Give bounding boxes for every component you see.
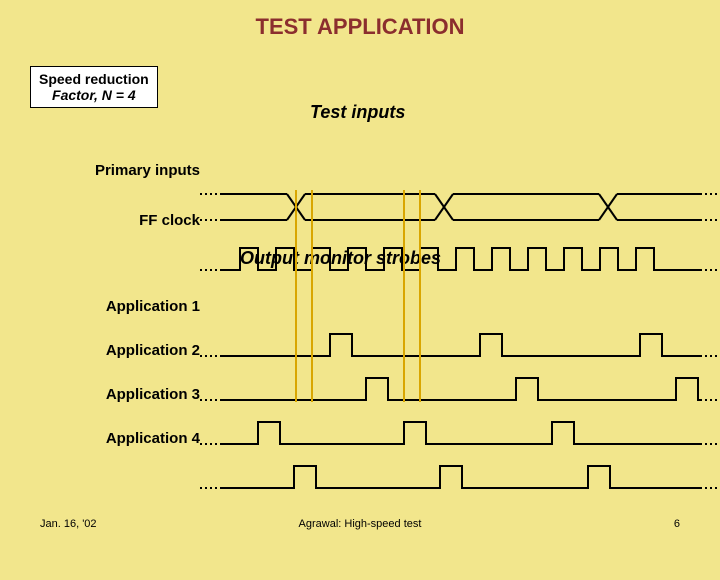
page-title: TEST APPLICATION — [0, 0, 720, 40]
footer-page-number: 6 — [674, 518, 680, 530]
timing-diagram — [0, 40, 720, 580]
footer-title: Agrawal: High-speed test — [0, 518, 720, 530]
